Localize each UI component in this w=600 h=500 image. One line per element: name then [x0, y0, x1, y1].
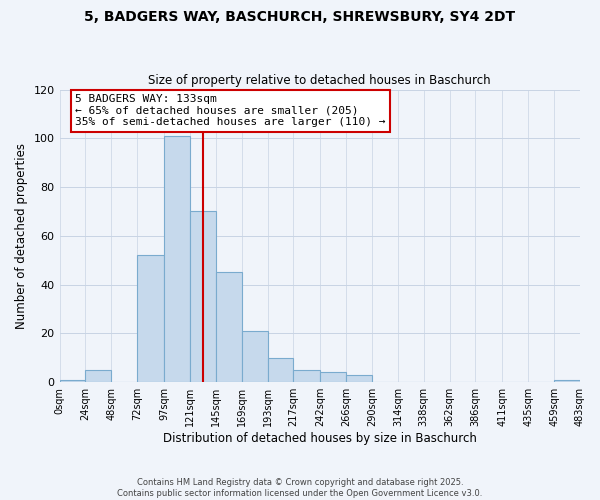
Bar	[293, 370, 320, 382]
Bar	[216, 272, 242, 382]
Bar	[85, 370, 111, 382]
Bar	[554, 380, 580, 382]
Title: Size of property relative to detached houses in Baschurch: Size of property relative to detached ho…	[148, 74, 491, 87]
Bar	[190, 212, 216, 382]
Bar	[164, 136, 190, 382]
X-axis label: Distribution of detached houses by size in Baschurch: Distribution of detached houses by size …	[163, 432, 477, 445]
Bar	[137, 256, 164, 382]
Bar	[346, 375, 372, 382]
Bar	[268, 358, 293, 382]
Bar	[59, 380, 85, 382]
Bar	[242, 331, 268, 382]
Text: Contains HM Land Registry data © Crown copyright and database right 2025.
Contai: Contains HM Land Registry data © Crown c…	[118, 478, 482, 498]
Text: 5, BADGERS WAY, BASCHURCH, SHREWSBURY, SY4 2DT: 5, BADGERS WAY, BASCHURCH, SHREWSBURY, S…	[85, 10, 515, 24]
Bar	[320, 372, 346, 382]
Y-axis label: Number of detached properties: Number of detached properties	[15, 143, 28, 329]
Text: 5 BADGERS WAY: 133sqm
← 65% of detached houses are smaller (205)
35% of semi-det: 5 BADGERS WAY: 133sqm ← 65% of detached …	[75, 94, 386, 127]
